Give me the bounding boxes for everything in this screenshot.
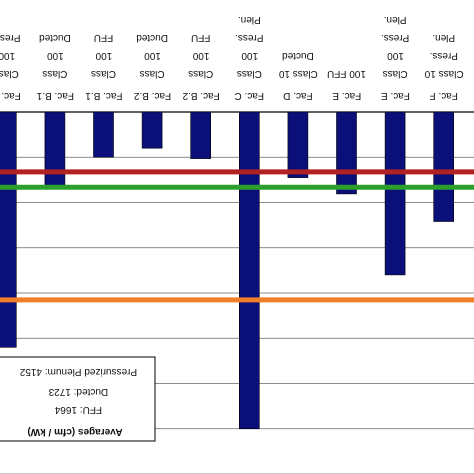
category-line-label: FFU (191, 32, 210, 43)
category-line-label: 100 (192, 50, 209, 61)
legend-box (0, 356, 156, 442)
bar (190, 111, 211, 159)
category-line-label: Class 10 (278, 68, 317, 79)
category-labels: Fac. A Press. 100 Class Fac. B.1 Ducted 100 Cla… (0, 14, 464, 101)
bar (0, 111, 17, 348)
category-line-label: 100 (95, 50, 112, 61)
category-line-label: Plen. (384, 14, 407, 25)
category-code-label: Fac. F (430, 90, 458, 101)
category-line-label: Class 10 (424, 68, 463, 79)
reference-lines (0, 169, 474, 303)
legend: Pressurized Plenum: 4152 Ducted: 1723 FFU:… (0, 356, 156, 442)
category-line-label: 100 FFU (327, 68, 366, 79)
category-line-label: Ducted (136, 32, 168, 43)
category-line-label: Class (188, 68, 213, 79)
bar (239, 111, 260, 430)
bar (44, 111, 66, 190)
category-line-label: Press. (430, 50, 458, 61)
category-line-label: 100 (0, 50, 15, 61)
category-line-label: Class (0, 68, 19, 79)
category-line-label: Plen. (432, 32, 455, 43)
category-line-label: 100 (387, 50, 404, 61)
bar (287, 111, 309, 178)
category-line-label: Ducted (282, 50, 314, 61)
category-code-label: Fac. B.2 (182, 90, 220, 101)
category-code-label: Fac. B.1 (85, 90, 123, 101)
legend-entry: Ducted: 1723 (48, 386, 108, 397)
category-code-label: Fac. D (283, 90, 312, 101)
category-line-label: Press. (0, 32, 20, 43)
category-code-label: Fac. B.2 (133, 90, 171, 101)
bar (93, 111, 114, 158)
category-line-label: Press. (381, 32, 409, 43)
category-code-label: Fac. A (0, 90, 21, 101)
legend-entry: FFU: 1664 (54, 404, 102, 415)
category-line-label: 100 (144, 50, 161, 61)
legend-entry: Pressurized Plenum: 4152 (19, 366, 137, 377)
bar (141, 111, 163, 149)
category-line-label: Ducted (39, 32, 71, 43)
category-code-label: Fac. E (381, 90, 410, 101)
bar (384, 111, 406, 276)
legend-title: Averages (cfm / kW) (27, 426, 122, 437)
category-code-label: Fac. B.1 (36, 90, 74, 101)
category-line-label: Class (140, 68, 165, 79)
bar (433, 111, 455, 222)
category-line-label: Class (91, 68, 116, 79)
category-line-label: Class (42, 68, 67, 79)
category-line-label: Press. (235, 32, 263, 43)
category-line-label: FFU (94, 32, 113, 43)
category-line-label: Class (237, 68, 262, 79)
bar (336, 111, 357, 195)
category-line-label: 100 (241, 50, 258, 61)
category-code-label: Fac. C (235, 90, 264, 101)
category-line-label: Plen. (238, 14, 261, 25)
category-line-label: Class (383, 68, 408, 79)
category-line-label: 100 (47, 50, 64, 61)
category-code-label: Fac. E (332, 90, 361, 101)
